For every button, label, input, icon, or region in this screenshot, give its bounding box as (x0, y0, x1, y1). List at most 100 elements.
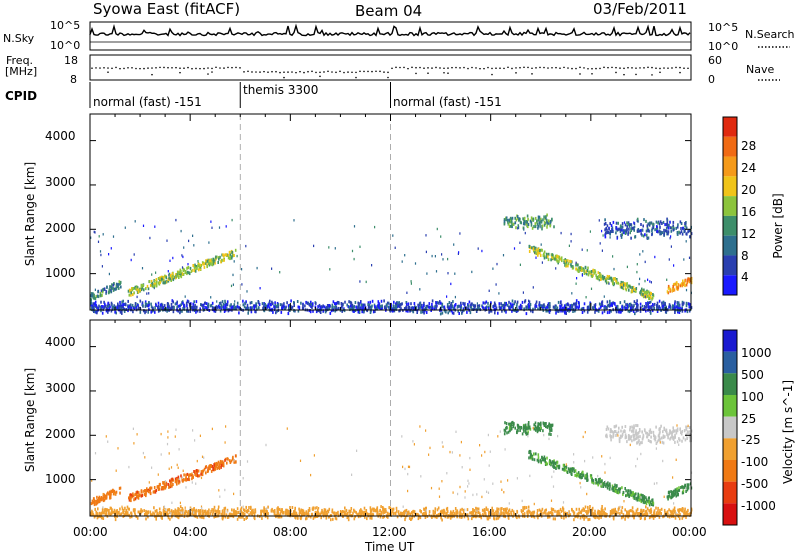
power-echo-cell (543, 215, 545, 219)
velocity-echo-cell (660, 507, 663, 511)
power-echo-cell (176, 270, 179, 274)
freq-point (323, 71, 325, 73)
power-echo-cell (686, 310, 689, 314)
velocity-echo-cell (459, 512, 461, 516)
velocity-echo-cell (502, 512, 505, 516)
power-echo-cell (581, 311, 584, 314)
velocity-echo-cell (105, 508, 107, 512)
power-echo-cell (647, 278, 649, 281)
power-echo-cell (615, 226, 618, 230)
power-echo-cell (448, 307, 451, 311)
power-echo-cell (121, 300, 123, 304)
power-echo-cell (151, 273, 153, 276)
power-echo-cell (645, 219, 647, 223)
power-echo-cell (656, 310, 659, 313)
velocity-echo-cell (115, 490, 118, 494)
freq-point (375, 70, 377, 73)
power-echo-cell (171, 299, 174, 303)
nave-point (447, 72, 449, 74)
power-echo-cell (218, 257, 220, 261)
power-echo-cell (545, 252, 548, 256)
power-echo-cell (176, 300, 178, 304)
velocity-echo-cell (600, 510, 602, 514)
power-echo-cell (577, 266, 580, 270)
velocity-echo-cell (609, 510, 612, 513)
power-echo-cell (101, 311, 104, 315)
power-echo-cell (576, 268, 579, 272)
power-echo-cell (218, 305, 221, 309)
velocity-echo-cell (136, 494, 139, 498)
velocity-echo-cell (365, 511, 367, 514)
velocity-echo-cell (373, 507, 375, 511)
power-echo-cell (512, 303, 514, 307)
power-echo-cell (644, 279, 646, 283)
velocity-echo-cell (528, 510, 531, 514)
velocity-echo-cell (523, 505, 526, 509)
power-echo-cell (498, 305, 501, 309)
power-echo-cell (328, 307, 331, 311)
velocity-echo-cell (359, 510, 361, 514)
velocity-echo-cell (447, 515, 450, 519)
power-echo-cell (93, 302, 96, 306)
power-echo-cell (405, 307, 408, 311)
power-echo-cell (633, 226, 635, 230)
velocity-echo-cell (627, 489, 629, 493)
power-echo-cell (213, 309, 215, 313)
power-echo-cell (647, 236, 650, 240)
velocity-echo-cell (114, 518, 117, 522)
velocity-echo-cell (401, 513, 403, 516)
power-echo-cell (604, 279, 607, 283)
power-echo-cell (210, 296, 212, 299)
power-echo-cell (96, 311, 98, 315)
power-echo-cell (110, 305, 112, 308)
power-echo-cell (521, 305, 523, 309)
power-echo-cell (606, 274, 609, 278)
power-echo-cell (328, 246, 330, 249)
velocity-echo-cell (583, 517, 585, 521)
velocity-echo-cell (327, 515, 330, 519)
power-echo-cell (669, 304, 672, 308)
power-echo-cell (435, 270, 438, 273)
power-echo-cell (414, 305, 416, 309)
power-echo-cell (622, 283, 625, 287)
velocity-echo-cell (253, 512, 256, 515)
power-echo-cell (663, 303, 665, 307)
power-echo-cell (662, 220, 665, 224)
velocity-echo-cell (126, 513, 129, 517)
velocity-echo-cell (224, 515, 227, 519)
power-echo-cell (604, 235, 607, 239)
power-echo-cell (689, 303, 691, 307)
freq-point (475, 67, 477, 69)
power-echo-cell (421, 303, 423, 307)
freq-point (231, 66, 233, 69)
power-echo-cell (451, 311, 454, 315)
power-echo-cell (265, 307, 267, 311)
velocity-echo-cell (449, 516, 452, 520)
velocity-echo-cell (622, 513, 625, 517)
power-echo-cell (599, 277, 602, 281)
freq-point (127, 66, 129, 69)
power-echo-cell (635, 309, 638, 313)
velocity-echo-cell (656, 511, 658, 515)
power-echo-cell (641, 304, 643, 308)
power-echo-cell (481, 249, 483, 253)
power-echo-cell (283, 302, 285, 306)
power-echo-cell (179, 271, 181, 275)
power-echo-cell (598, 307, 600, 311)
velocity-echo-cell (213, 515, 215, 519)
velocity-echo-cell (365, 509, 368, 512)
velocity-echo-cell (334, 513, 336, 517)
velocity-echo-cell (236, 517, 239, 521)
freq-point (139, 67, 141, 70)
velocity-echo-cell (660, 512, 662, 515)
velocity-echo-cell (261, 516, 263, 520)
velocity-echo-cell (284, 512, 287, 515)
velocity-echo-cell (105, 510, 108, 514)
power-echo-cell (511, 220, 513, 224)
power-echo-cell (138, 305, 140, 309)
power-echo-cell (219, 255, 221, 259)
power-echo-cell (335, 302, 337, 306)
power-echo-cell (281, 305, 284, 308)
power-echo-cell (506, 219, 509, 222)
velocity-echo-cell (475, 515, 477, 519)
